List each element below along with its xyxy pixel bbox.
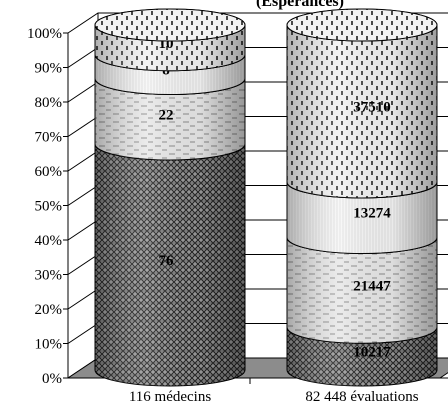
y-tick-label: 10% xyxy=(35,337,63,353)
category-label: 82 448 évaluations xyxy=(305,389,418,405)
segment-shading xyxy=(95,78,245,160)
y-tick-label: 60% xyxy=(35,164,63,180)
segment: 21447 xyxy=(286,221,438,344)
y-tick-label: 20% xyxy=(35,302,63,318)
segment-shading xyxy=(95,54,245,95)
y-tick-label: 50% xyxy=(35,199,63,215)
y-tick-label: 0% xyxy=(42,371,62,387)
value-label: 10217 xyxy=(353,345,391,361)
y-tick-label: 80% xyxy=(35,95,63,111)
segment-shading xyxy=(287,181,437,254)
bars-group: 762281010217214471327437510 xyxy=(94,8,438,387)
value-label: 13274 xyxy=(353,206,391,222)
value-label: 22 xyxy=(159,107,174,123)
y-tick-label: 30% xyxy=(35,268,63,284)
category-label: 116 médecins xyxy=(129,389,212,405)
segment-shading xyxy=(287,25,437,198)
segment-shading xyxy=(287,237,437,344)
cylinder-0: 7622810 xyxy=(94,8,246,387)
value-label: 37510 xyxy=(353,99,391,115)
cylinder-top xyxy=(286,8,438,42)
segment: 76 xyxy=(94,127,246,387)
cylinder-1: 10217 21447 13274 37510 xyxy=(286,8,438,387)
chart-title: (Espérances) xyxy=(256,0,344,10)
y-tick-label: 70% xyxy=(35,130,63,146)
segment: 22 xyxy=(94,62,246,161)
segment: 10217 xyxy=(286,310,438,387)
y-tick-label: 90% xyxy=(35,61,63,77)
y-tick-label: 100% xyxy=(27,26,62,42)
segment-shading xyxy=(287,327,437,386)
segment-shading xyxy=(95,25,245,71)
value-label: 21447 xyxy=(353,278,391,294)
value-label: 76 xyxy=(159,253,175,269)
y-tick-label: 40% xyxy=(35,233,63,249)
segment-shading xyxy=(95,143,245,386)
cylinder-top xyxy=(94,8,246,42)
category-labels: 116 médecins 82 448 évaluations xyxy=(129,389,419,405)
